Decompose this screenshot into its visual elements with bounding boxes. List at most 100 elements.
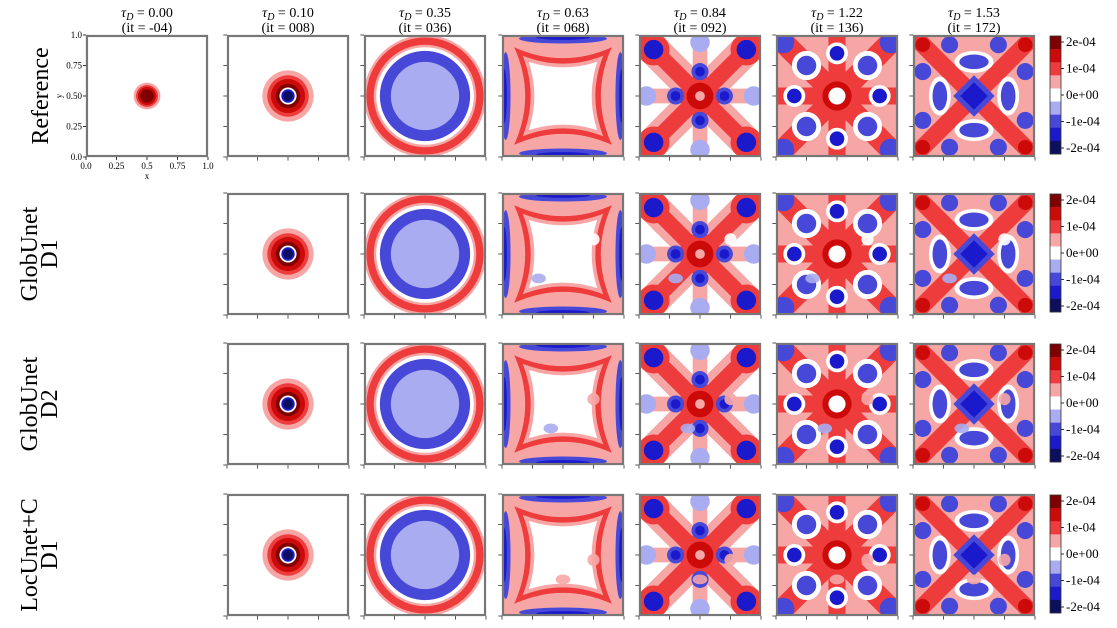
colorbar-tick-label: 2e-04	[1066, 34, 1096, 49]
colorbar-level	[1050, 560, 1061, 574]
colorbar-tick-label: 2e-04	[1066, 192, 1096, 207]
row-label-group: Reference	[28, 47, 54, 144]
x-axis-label: x	[145, 171, 150, 181]
column-iteration: (it = 172)	[948, 21, 1001, 36]
y-tick-label: 1.0	[71, 30, 83, 40]
column-title: τD = 0.10	[262, 6, 314, 23]
colorbar: 2e-04 1e-04 0e+00 -1e-04 -2e-04	[1049, 192, 1100, 313]
row-sublabel: D1	[37, 540, 63, 569]
x-tick-label: 0.25	[109, 161, 125, 171]
colorbar-level	[1050, 114, 1061, 129]
colorbar-level	[1050, 396, 1061, 410]
colorbar-tick-label: -2e-04	[1066, 298, 1100, 313]
colorbar-tick-label: 0e+00	[1066, 245, 1099, 260]
colorbar-level	[1050, 495, 1061, 509]
colorbar-level	[1050, 409, 1061, 423]
colorbar-tick-label: -2e-04	[1066, 599, 1100, 614]
column-iteration: (it = 092)	[674, 21, 727, 36]
colorbar-tick-label: 1e-04	[1066, 520, 1096, 535]
colorbar: 2e-04 1e-04 0e+00 -1e-04 -2e-04	[1049, 34, 1100, 155]
colorbar-level	[1050, 127, 1061, 142]
column-title: τD = 1.22	[811, 6, 863, 23]
column-iteration: (it = -04)	[122, 21, 173, 36]
colorbar-tick-label: -1e-04	[1066, 422, 1100, 437]
field-panel	[909, 192, 1036, 319]
colorbar-tick-label: -1e-04	[1066, 573, 1100, 588]
colorbar-level	[1050, 547, 1061, 561]
colorbar-level	[1050, 435, 1061, 450]
y-tick-label: 0.0	[71, 152, 83, 162]
field-panel	[223, 342, 350, 469]
colorbar-level	[1050, 220, 1061, 234]
colorbar-tick-label: 2e-04	[1066, 493, 1096, 508]
colorbar-tick-label: 1e-04	[1066, 369, 1096, 384]
row-label: GlobUnet	[17, 356, 43, 451]
x-tick-label: 0.5	[141, 161, 153, 171]
colorbar-level	[1050, 285, 1061, 300]
colorbar-level	[1050, 298, 1061, 313]
colorbar-level	[1050, 194, 1061, 208]
colorbar-level	[1050, 62, 1061, 76]
colorbar-level	[1050, 101, 1061, 115]
colorbar-tick-label: 0e+00	[1066, 395, 1099, 410]
field-panel	[635, 493, 762, 620]
column-iteration: (it = 068)	[537, 21, 590, 36]
column-title: τD = 0.35	[399, 6, 451, 23]
field-panel	[772, 192, 899, 319]
field-panel	[909, 34, 1036, 161]
field-panel	[85, 34, 209, 158]
y-tick-label: 0.25	[66, 122, 82, 132]
field-panel	[223, 34, 350, 161]
column-iteration: (it = 136)	[811, 21, 864, 36]
first-panel-axes: 0.0 0.25 0.5 0.75 1.0 0.0 0.25 0.50 0.75 1.0 x y	[54, 30, 214, 181]
field-panel	[360, 34, 487, 161]
colorbar-level	[1050, 573, 1061, 588]
y-axis-label: y	[54, 93, 64, 98]
colorbar-level	[1050, 508, 1061, 522]
field-panel	[223, 192, 350, 319]
row-label-group: LocUnet+CD1	[17, 498, 63, 612]
colorbar-level	[1050, 75, 1061, 89]
colorbar-tick-label: -1e-04	[1066, 114, 1100, 129]
field-panel	[635, 342, 762, 469]
colorbar-level	[1050, 49, 1061, 63]
column-title: τD = 1.53	[948, 6, 1000, 23]
colorbar-tick-label: 1e-04	[1066, 219, 1096, 234]
colorbar-level	[1050, 272, 1061, 287]
colorbar-level	[1050, 246, 1061, 260]
colorbar-level	[1050, 521, 1061, 535]
field-panel	[635, 192, 762, 319]
panels	[85, 34, 1036, 620]
field-panel	[498, 34, 625, 161]
colorbar-tick-label: -1e-04	[1066, 272, 1100, 287]
column-iteration: (it = 008)	[262, 21, 315, 36]
colorbar-level	[1050, 370, 1061, 384]
colorbar-tick-label: -2e-04	[1066, 140, 1100, 155]
field-panel	[772, 342, 899, 469]
colorbar-tick-label: 0e+00	[1066, 546, 1099, 561]
field-panel	[772, 34, 899, 161]
colorbar: 2e-04 1e-04 0e+00 -1e-04 -2e-04	[1049, 342, 1100, 463]
colorbar-level	[1050, 140, 1061, 155]
colorbar-level	[1050, 207, 1061, 221]
row-sublabel: D1	[37, 239, 63, 268]
y-tick-label: 0.75	[66, 61, 82, 71]
colorbar-level	[1050, 599, 1061, 614]
column-title: τD = 0.63	[537, 6, 589, 23]
row-label: GlobUnet	[17, 206, 43, 301]
field-panel	[360, 493, 487, 620]
colorbar-tick-label: 1e-04	[1066, 61, 1096, 76]
field-panel	[498, 342, 625, 469]
x-tick-label: 0.75	[170, 161, 186, 171]
field-panel	[223, 493, 350, 620]
colorbar-level	[1050, 383, 1061, 397]
x-tick-label: 0.0	[80, 161, 92, 171]
colorbar-level	[1050, 259, 1061, 273]
colorbars: 2e-04 1e-04 0e+00 -1e-04 -2e-04 2e-04 1e-04 0e+…	[1049, 34, 1100, 614]
field-panel	[772, 493, 899, 620]
colorbar-level	[1050, 534, 1061, 548]
colorbar-level	[1050, 422, 1061, 437]
